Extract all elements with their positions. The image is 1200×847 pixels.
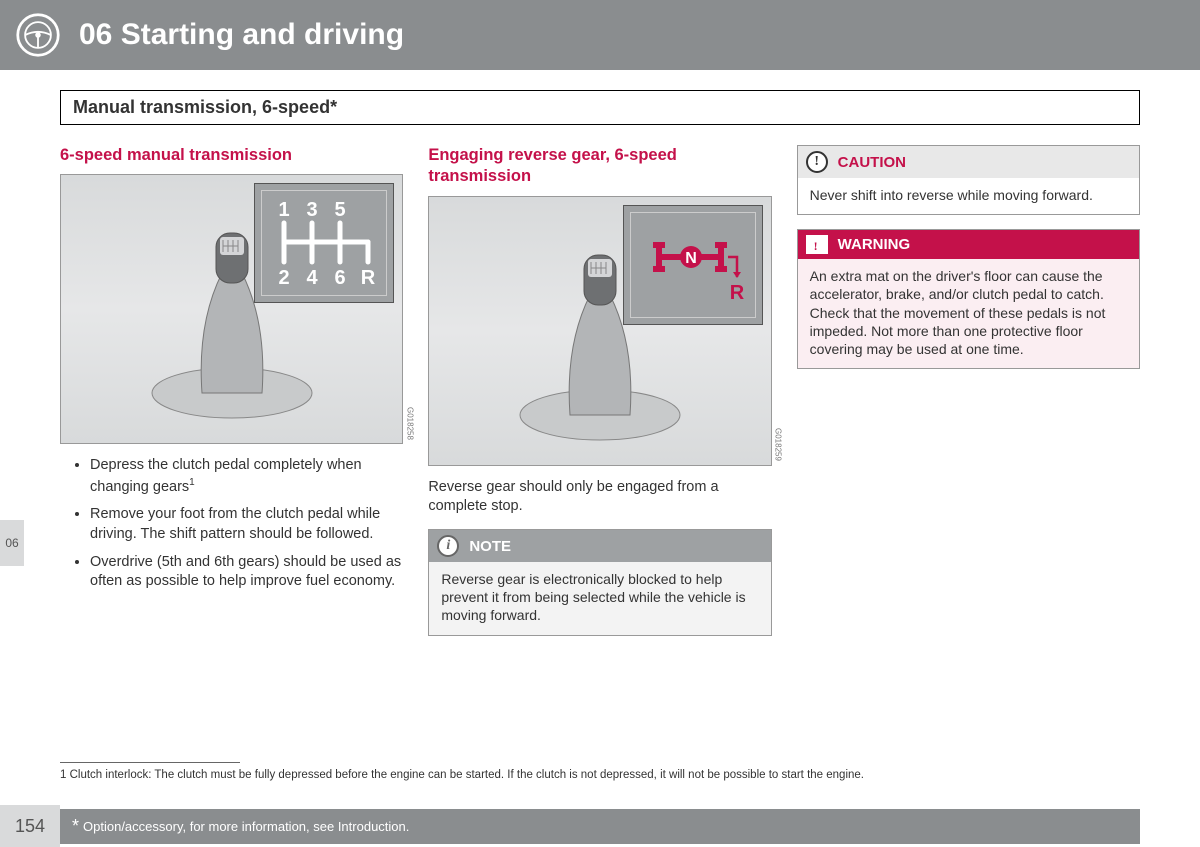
- exclamation-icon: !: [806, 151, 828, 173]
- figure-code-1: G018258: [405, 407, 414, 440]
- caution-callout: ! CAUTION Never shift into reverse while…: [797, 145, 1140, 215]
- svg-text:3: 3: [307, 199, 318, 221]
- column-1: 6-speed manual transmission: [60, 145, 403, 650]
- column-layout: 6-speed manual transmission: [60, 145, 1140, 650]
- figure-reverse: N R G018259: [428, 196, 771, 466]
- page-number: 154: [0, 805, 60, 847]
- asterisk: *: [72, 816, 79, 837]
- svg-text:R: R: [729, 282, 744, 304]
- warning-title: WARNING: [838, 236, 911, 253]
- svg-text:4: 4: [307, 267, 319, 289]
- shift-pattern-diagram: 1 3 5 2 4 6 R: [264, 196, 384, 291]
- bullet-item: Remove your foot from the clutch pedal w…: [90, 505, 403, 544]
- reverse-pattern-inset: N R: [623, 205, 763, 325]
- side-tab: 06: [0, 520, 24, 566]
- footer-bar: * Option/accessory, for more information…: [60, 809, 1140, 844]
- bullet-item: Depress the clutch pedal completely when…: [90, 456, 403, 497]
- reverse-pattern-diagram: N R: [633, 217, 753, 312]
- footnote-rule: [60, 762, 240, 763]
- col2-heading: Engaging reverse gear, 6-speed transmiss…: [428, 145, 771, 188]
- footnote-area: 1 Clutch interlock: The clutch must be f…: [60, 762, 1140, 781]
- warning-header: WARNING: [798, 230, 1139, 259]
- svg-text:1: 1: [279, 199, 290, 221]
- footnote-marker: 1: [60, 769, 66, 781]
- warning-callout: WARNING An extra mat on the driver's flo…: [797, 229, 1140, 369]
- footnote-text: Clutch interlock: The clutch must be ful…: [70, 769, 864, 781]
- column-3: ! CAUTION Never shift into reverse while…: [797, 145, 1140, 650]
- caution-header: ! CAUTION: [798, 146, 1139, 178]
- col1-heading: 6-speed manual transmission: [60, 145, 403, 166]
- shift-pattern-inset: 1 3 5 2 4 6 R: [254, 183, 394, 303]
- page-content: Manual transmission, 6-speed* 6-speed ma…: [0, 70, 1200, 670]
- svg-text:6: 6: [335, 267, 346, 289]
- section-subtitle: Manual transmission, 6-speed*: [60, 90, 1140, 125]
- note-callout: i NOTE Reverse gear is electronically bl…: [428, 529, 771, 636]
- caution-title: CAUTION: [838, 154, 906, 171]
- figure-6speed: 1 3 5 2 4 6 R G018258: [60, 174, 403, 444]
- warning-body: An extra mat on the driver's floor can c…: [798, 259, 1139, 368]
- footer-text: Option/accessory, for more information, …: [83, 819, 409, 834]
- note-header: i NOTE: [429, 530, 770, 562]
- svg-text:R: R: [361, 267, 376, 289]
- column-2: Engaging reverse gear, 6-speed transmiss…: [428, 145, 771, 650]
- steering-wheel-icon: [15, 12, 61, 58]
- svg-text:N: N: [685, 250, 697, 267]
- col1-bullets: Depress the clutch pedal completely when…: [60, 456, 403, 591]
- warning-triangle-icon: [806, 235, 828, 254]
- caution-body: Never shift into reverse while moving fo…: [798, 178, 1139, 214]
- svg-text:2: 2: [279, 267, 290, 289]
- note-body: Reverse gear is electronically blocked t…: [429, 562, 770, 635]
- chapter-title: 06 Starting and driving: [79, 18, 404, 52]
- info-icon: i: [437, 535, 459, 557]
- figure-code-2: G018259: [774, 428, 783, 461]
- chapter-header: 06 Starting and driving: [0, 0, 1200, 70]
- note-title: NOTE: [469, 538, 511, 555]
- bullet-item: Overdrive (5th and 6th gears) should be …: [90, 553, 403, 592]
- page-footer: 154 * Option/accessory, for more informa…: [0, 805, 1140, 847]
- col2-body: Reverse gear should only be engaged from…: [428, 478, 771, 517]
- svg-text:5: 5: [335, 199, 346, 221]
